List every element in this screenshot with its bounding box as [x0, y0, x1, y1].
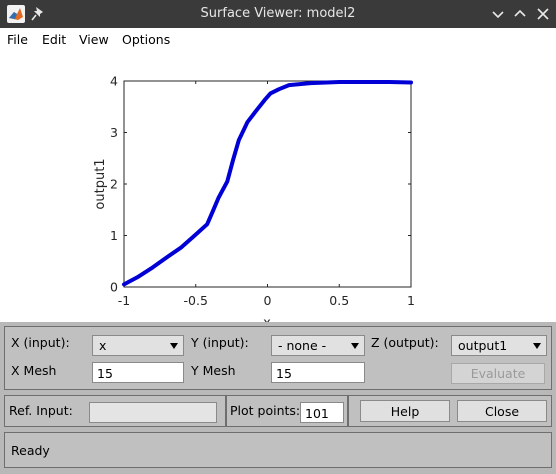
menu-file[interactable]: File — [7, 32, 28, 47]
plot-points-panel: Plot points: — [226, 395, 348, 427]
ref-input-panel: Ref. Input: — [4, 395, 226, 427]
pin-icon[interactable] — [31, 6, 45, 22]
series-line-output1 — [122, 80, 413, 287]
axes-settings-panel: X (input): x Y (input): - none - Z (outp… — [4, 326, 552, 390]
menu-view[interactable]: View — [79, 32, 109, 47]
minimize-icon[interactable] — [490, 6, 506, 22]
x-tick-label: 0.5 — [329, 293, 349, 308]
x-mesh-label: X Mesh — [11, 363, 57, 378]
chevron-down-icon — [533, 343, 541, 349]
x-input-select-value: x — [99, 338, 107, 353]
x-axis: -1 -0.5 0 0.5 1 — [118, 81, 415, 308]
status-text: Ready — [11, 443, 50, 458]
x-tick-label: 0 — [264, 293, 272, 308]
close-window-icon[interactable] — [535, 6, 551, 22]
y-tick-label: 1 — [110, 228, 118, 243]
title-bar: Surface Viewer: model2 — [0, 0, 556, 28]
z-output-select[interactable]: output1 — [451, 335, 547, 356]
status-panel: Ready — [4, 432, 552, 468]
matlab-logo-icon — [7, 5, 25, 23]
menu-edit[interactable]: Edit — [42, 32, 67, 47]
chevron-down-icon — [170, 343, 178, 349]
y-mesh-label: Y Mesh — [191, 363, 236, 378]
z-output-select-value: output1 — [458, 338, 508, 353]
ref-input-label: Ref. Input: — [9, 403, 73, 418]
y-tick-label: 0 — [110, 280, 118, 295]
y-tick-label: 2 — [110, 177, 118, 192]
y-tick-label: 4 — [110, 74, 118, 89]
evaluate-button[interactable]: Evaluate — [451, 363, 545, 384]
x-tick-label: -1 — [118, 293, 130, 308]
x-tick-label: 1 — [407, 293, 415, 308]
x-input-label: X (input): — [11, 335, 70, 350]
chevron-down-icon — [351, 343, 359, 349]
plot-points-input[interactable] — [300, 402, 344, 423]
y-axis-label: output1 — [93, 158, 108, 209]
window-title: Surface Viewer: model2 — [200, 6, 356, 21]
button-panel: Help Close — [348, 395, 552, 427]
y-input-select-value: - none - — [278, 338, 327, 353]
plot-points-label: Plot points: — [230, 403, 301, 418]
z-output-label: Z (output): — [371, 335, 439, 350]
y-input-select[interactable]: - none - — [271, 335, 365, 356]
close-button[interactable]: Close — [457, 400, 547, 422]
surface-plot: -1 -0.5 0 0.5 1 0 1 2 3 4 output1 x — [93, 74, 415, 323]
x-input-select[interactable]: x — [92, 335, 184, 356]
menu-options[interactable]: Options — [122, 32, 171, 47]
y-tick-label: 3 — [110, 125, 118, 140]
x-axis-label: x — [263, 316, 271, 322]
ref-input-field[interactable] — [89, 402, 217, 423]
control-area: X (input): x Y (input): - none - Z (outp… — [0, 322, 556, 474]
maximize-icon[interactable] — [512, 6, 528, 22]
help-button[interactable]: Help — [360, 400, 450, 422]
x-tick-label: -0.5 — [184, 293, 208, 308]
y-input-label: Y (input): — [191, 335, 249, 350]
menu-bar: File Edit View Options — [0, 28, 556, 50]
y-axis: 0 1 2 3 4 — [110, 74, 411, 295]
x-mesh-input[interactable] — [92, 362, 184, 383]
y-mesh-input[interactable] — [271, 362, 365, 383]
